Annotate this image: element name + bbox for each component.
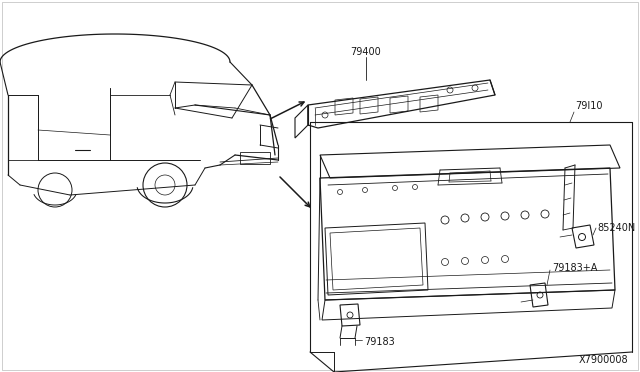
Text: 85240N: 85240N: [597, 223, 636, 233]
Text: 79I10: 79I10: [575, 101, 602, 111]
Text: 79183+A: 79183+A: [552, 263, 597, 273]
Text: 79400: 79400: [351, 47, 381, 57]
Bar: [240, 152, 270, 164]
Text: 79183: 79183: [364, 337, 395, 347]
Text: X7900008: X7900008: [579, 355, 628, 365]
